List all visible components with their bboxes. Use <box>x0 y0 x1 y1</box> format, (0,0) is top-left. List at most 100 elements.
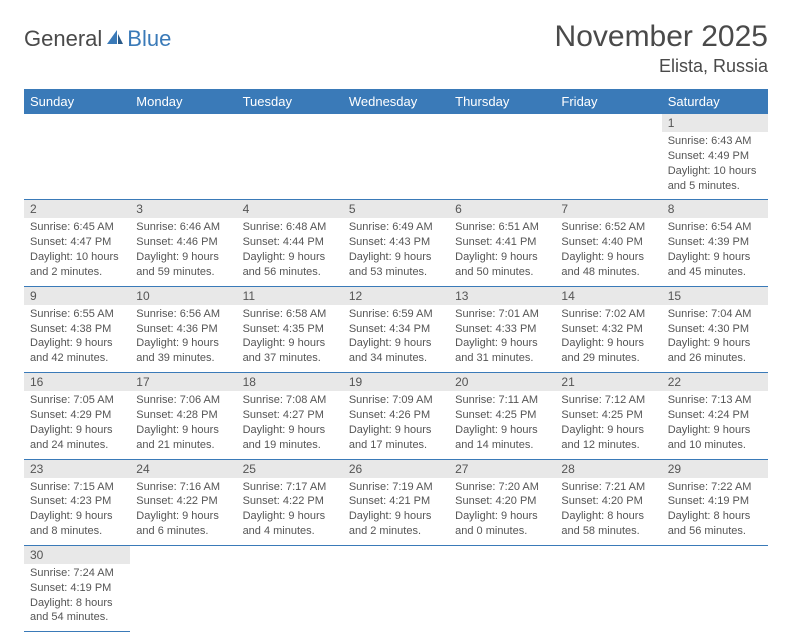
weekday-header-row: Sunday Monday Tuesday Wednesday Thursday… <box>24 89 768 114</box>
day-content-cell: Sunrise: 6:54 AMSunset: 4:39 PMDaylight:… <box>662 218 768 286</box>
day-number-cell <box>130 114 236 132</box>
daylight-text: Daylight: 8 hours and 58 minutes. <box>561 509 655 539</box>
daylight-text: Daylight: 9 hours and 39 minutes. <box>136 336 230 366</box>
daylight-text: Daylight: 9 hours and 24 minutes. <box>30 423 124 453</box>
daynum-row: 16171819202122 <box>24 373 768 392</box>
daylight-text: Daylight: 9 hours and 56 minutes. <box>243 250 337 280</box>
day-content-cell: Sunrise: 7:04 AMSunset: 4:30 PMDaylight:… <box>662 305 768 373</box>
day-content-cell: Sunrise: 6:43 AMSunset: 4:49 PMDaylight:… <box>662 132 768 200</box>
day-content-cell: Sunrise: 6:45 AMSunset: 4:47 PMDaylight:… <box>24 218 130 286</box>
weekday-header: Thursday <box>449 89 555 114</box>
month-title: November 2025 <box>555 20 768 54</box>
daylight-text: Daylight: 9 hours and 19 minutes. <box>243 423 337 453</box>
day-content-cell <box>555 132 661 200</box>
day-number-cell: 24 <box>130 459 236 478</box>
day-content-cell <box>662 564 768 632</box>
sunset-text: Sunset: 4:34 PM <box>349 322 443 337</box>
daylight-text: Daylight: 10 hours and 5 minutes. <box>668 164 762 194</box>
content-row: Sunrise: 7:24 AMSunset: 4:19 PMDaylight:… <box>24 564 768 632</box>
sunrise-text: Sunrise: 7:21 AM <box>561 480 655 495</box>
weekday-header: Tuesday <box>237 89 343 114</box>
day-content-cell: Sunrise: 6:51 AMSunset: 4:41 PMDaylight:… <box>449 218 555 286</box>
day-content-cell: Sunrise: 6:59 AMSunset: 4:34 PMDaylight:… <box>343 305 449 373</box>
content-row: Sunrise: 7:05 AMSunset: 4:29 PMDaylight:… <box>24 391 768 459</box>
logo-text-2: Blue <box>127 26 171 52</box>
sunrise-text: Sunrise: 7:06 AM <box>136 393 230 408</box>
day-number-cell <box>449 114 555 132</box>
day-content-cell: Sunrise: 7:17 AMSunset: 4:22 PMDaylight:… <box>237 478 343 546</box>
sunrise-text: Sunrise: 7:17 AM <box>243 480 337 495</box>
day-content-cell: Sunrise: 7:16 AMSunset: 4:22 PMDaylight:… <box>130 478 236 546</box>
day-content-cell <box>449 564 555 632</box>
day-number-cell <box>24 114 130 132</box>
daylight-text: Daylight: 9 hours and 45 minutes. <box>668 250 762 280</box>
day-content-cell: Sunrise: 7:24 AMSunset: 4:19 PMDaylight:… <box>24 564 130 632</box>
sunset-text: Sunset: 4:25 PM <box>455 408 549 423</box>
day-number-cell <box>449 545 555 564</box>
daynum-row: 9101112131415 <box>24 286 768 305</box>
day-number-cell: 15 <box>662 286 768 305</box>
content-row: Sunrise: 6:45 AMSunset: 4:47 PMDaylight:… <box>24 218 768 286</box>
sunset-text: Sunset: 4:41 PM <box>455 235 549 250</box>
daylight-text: Daylight: 9 hours and 48 minutes. <box>561 250 655 280</box>
day-content-cell: Sunrise: 7:02 AMSunset: 4:32 PMDaylight:… <box>555 305 661 373</box>
sunset-text: Sunset: 4:22 PM <box>243 494 337 509</box>
day-number-cell <box>237 545 343 564</box>
daylight-text: Daylight: 9 hours and 0 minutes. <box>455 509 549 539</box>
sunrise-text: Sunrise: 7:02 AM <box>561 307 655 322</box>
daynum-row: 2345678 <box>24 200 768 219</box>
day-number-cell: 23 <box>24 459 130 478</box>
sunrise-text: Sunrise: 6:48 AM <box>243 220 337 235</box>
daylight-text: Daylight: 9 hours and 21 minutes. <box>136 423 230 453</box>
sunrise-text: Sunrise: 6:45 AM <box>30 220 124 235</box>
day-number-cell: 21 <box>555 373 661 392</box>
sunrise-text: Sunrise: 6:46 AM <box>136 220 230 235</box>
day-number-cell <box>555 545 661 564</box>
daynum-row: 30 <box>24 545 768 564</box>
sunrise-text: Sunrise: 6:58 AM <box>243 307 337 322</box>
day-number-cell <box>662 545 768 564</box>
sunrise-text: Sunrise: 7:16 AM <box>136 480 230 495</box>
day-number-cell: 20 <box>449 373 555 392</box>
sunset-text: Sunset: 4:19 PM <box>30 581 124 596</box>
sunrise-text: Sunrise: 7:08 AM <box>243 393 337 408</box>
day-content-cell: Sunrise: 7:22 AMSunset: 4:19 PMDaylight:… <box>662 478 768 546</box>
day-content-cell: Sunrise: 6:46 AMSunset: 4:46 PMDaylight:… <box>130 218 236 286</box>
day-content-cell <box>343 132 449 200</box>
sunset-text: Sunset: 4:19 PM <box>668 494 762 509</box>
day-number-cell: 17 <box>130 373 236 392</box>
day-number-cell: 22 <box>662 373 768 392</box>
day-content-cell: Sunrise: 6:56 AMSunset: 4:36 PMDaylight:… <box>130 305 236 373</box>
day-content-cell: Sunrise: 7:09 AMSunset: 4:26 PMDaylight:… <box>343 391 449 459</box>
day-number-cell: 18 <box>237 373 343 392</box>
day-content-cell: Sunrise: 7:11 AMSunset: 4:25 PMDaylight:… <box>449 391 555 459</box>
sunset-text: Sunset: 4:20 PM <box>455 494 549 509</box>
weekday-header: Monday <box>130 89 236 114</box>
day-number-cell: 27 <box>449 459 555 478</box>
daynum-row: 1 <box>24 114 768 132</box>
sunrise-text: Sunrise: 7:22 AM <box>668 480 762 495</box>
weekday-header: Sunday <box>24 89 130 114</box>
sunset-text: Sunset: 4:27 PM <box>243 408 337 423</box>
day-number-cell: 4 <box>237 200 343 219</box>
sunset-text: Sunset: 4:49 PM <box>668 149 762 164</box>
calendar-table: Sunday Monday Tuesday Wednesday Thursday… <box>24 89 768 632</box>
day-number-cell: 7 <box>555 200 661 219</box>
sunrise-text: Sunrise: 6:54 AM <box>668 220 762 235</box>
daylight-text: Daylight: 10 hours and 2 minutes. <box>30 250 124 280</box>
sunrise-text: Sunrise: 7:19 AM <box>349 480 443 495</box>
sunset-text: Sunset: 4:33 PM <box>455 322 549 337</box>
daylight-text: Daylight: 9 hours and 6 minutes. <box>136 509 230 539</box>
daylight-text: Daylight: 9 hours and 29 minutes. <box>561 336 655 366</box>
day-number-cell: 14 <box>555 286 661 305</box>
day-number-cell: 25 <box>237 459 343 478</box>
day-number-cell <box>343 545 449 564</box>
day-number-cell: 9 <box>24 286 130 305</box>
sunset-text: Sunset: 4:40 PM <box>561 235 655 250</box>
title-block: November 2025 Elista, Russia <box>555 20 768 77</box>
day-content-cell <box>555 564 661 632</box>
day-content-cell <box>237 564 343 632</box>
day-number-cell: 16 <box>24 373 130 392</box>
day-number-cell: 8 <box>662 200 768 219</box>
header: General Blue November 2025 Elista, Russi… <box>24 20 768 77</box>
